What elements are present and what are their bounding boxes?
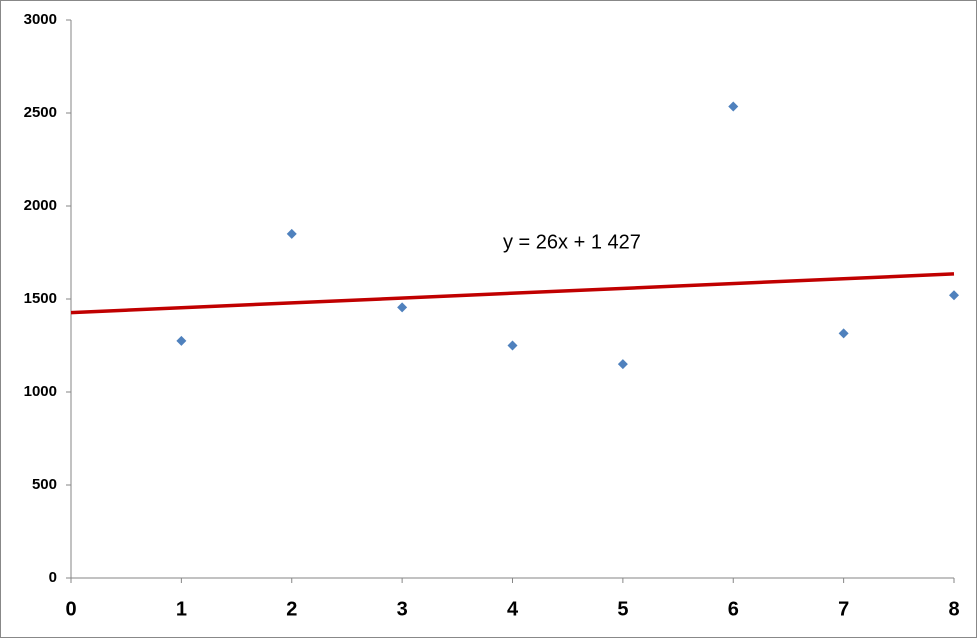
x-tick-label: 2 bbox=[286, 598, 297, 620]
y-tick-label: 2500 bbox=[24, 104, 57, 121]
trendline bbox=[70, 272, 955, 315]
y-tick-label: 3000 bbox=[24, 11, 57, 28]
point bbox=[176, 335, 187, 346]
point bbox=[838, 328, 849, 339]
point bbox=[507, 340, 518, 351]
x-tick-label: 8 bbox=[948, 598, 959, 620]
point bbox=[728, 101, 739, 112]
point bbox=[617, 359, 628, 370]
x-tick-label: 5 bbox=[617, 598, 628, 620]
y-tick-label: 1000 bbox=[24, 383, 57, 400]
x-tick-label: 4 bbox=[507, 598, 519, 620]
y-tick-label: 0 bbox=[49, 569, 57, 586]
x-tick-label: 1 bbox=[176, 598, 187, 620]
x-tick-label: 3 bbox=[397, 598, 408, 620]
x-tick-label: 6 bbox=[728, 598, 739, 620]
point bbox=[949, 290, 959, 301]
y-tick-label: 1500 bbox=[24, 290, 57, 307]
y-tick-label: 500 bbox=[32, 476, 57, 493]
x-tick-label: 0 bbox=[65, 598, 76, 620]
point bbox=[286, 228, 297, 239]
trendline-equation: y = 26x + 1 427 bbox=[503, 231, 641, 253]
y-tick-label: 2000 bbox=[24, 197, 57, 214]
point bbox=[397, 302, 408, 313]
x-tick-label: 7 bbox=[838, 598, 849, 620]
